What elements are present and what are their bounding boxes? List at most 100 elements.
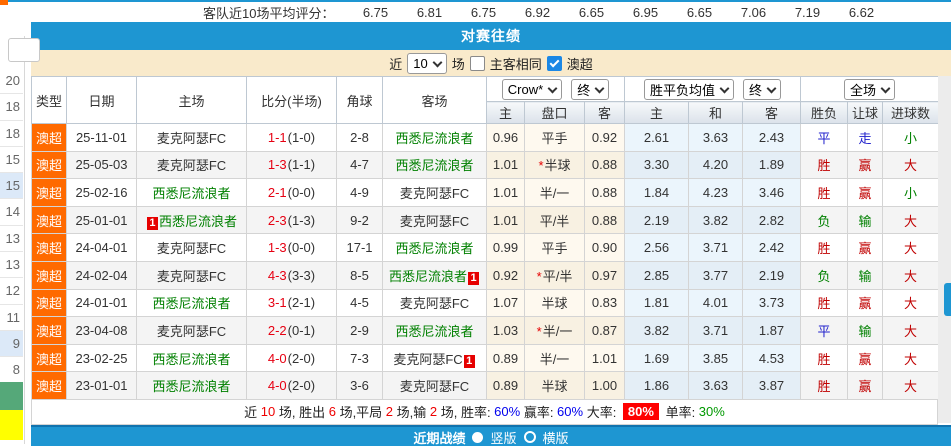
sidebar-number: 13	[0, 225, 23, 253]
sidebar-number: 18	[0, 94, 23, 121]
chevron-down-icon	[880, 83, 891, 93]
away-team-link[interactable]: 麦克阿瑟FC	[399, 379, 470, 395]
handicap-result-cell: 输	[847, 260, 884, 290]
home-team-link[interactable]: 西悉尼流浪者	[152, 185, 231, 201]
away-team-link[interactable]: 麦克阿瑟FC	[399, 185, 470, 201]
vertical-layout-radio[interactable]	[472, 431, 484, 443]
league-badge: 澳超	[31, 123, 67, 152]
league-badge: 澳超	[31, 316, 67, 345]
home-team-link[interactable]: 麦克阿瑟FC	[156, 268, 227, 284]
league-badge: 澳超	[31, 343, 67, 373]
col-header-euro-away: 客	[741, 101, 802, 124]
euro-away-odds: 1.87	[741, 316, 802, 345]
corner-cell: 3-6	[336, 371, 383, 400]
away-team-link[interactable]: 西悉尼流浪者	[395, 241, 474, 257]
home-team-cell: 1 西悉尼流浪者	[136, 205, 247, 235]
home-team-link[interactable]: 麦克阿瑟FC	[156, 130, 227, 146]
halftime-score: (0-0)	[287, 184, 316, 200]
halftime-score: (0-1)	[287, 322, 316, 338]
asia-away-odds: 0.88	[584, 205, 625, 235]
result-cell: 平	[800, 123, 849, 152]
summary-segment: 80%	[622, 403, 659, 421]
sidebar-green-block	[0, 382, 23, 410]
corner-cell: 2-9	[336, 316, 383, 345]
goals-cell: 大	[882, 150, 940, 180]
sidebar-yellow-block	[0, 410, 23, 440]
chevron-down-icon	[547, 83, 558, 93]
home-team-link[interactable]: 麦克阿瑟FC	[156, 323, 227, 339]
away-team-link[interactable]: 西悉尼流浪者	[395, 130, 474, 146]
away-team-link[interactable]: 麦克阿瑟FC	[399, 296, 470, 312]
euro-final-select[interactable]: 终	[743, 78, 782, 100]
home-team-cell: 西悉尼流浪者	[136, 178, 247, 207]
match-count-select[interactable]: 10	[407, 52, 447, 74]
table-row: 澳超 24-02-04 麦克阿瑟FC 4-3(3-3) 8-5 西悉尼流浪者 1 …	[31, 260, 940, 290]
away-redcard-icon: 1	[463, 354, 475, 368]
home-team-link[interactable]: 西悉尼流浪者	[152, 379, 231, 395]
league-badge: 澳超	[31, 371, 67, 400]
avg-rating-value: 6.75	[470, 4, 497, 20]
table-row: 澳超 25-11-01 麦克阿瑟FC 1-1(1-0) 2-8 西悉尼流浪者 0…	[31, 123, 940, 152]
euro-home-odds: 3.82	[624, 316, 689, 345]
asia-home-odds: 1.01	[486, 150, 525, 180]
scrollbar-thumb[interactable]	[944, 283, 951, 316]
handicap-result-cell: 赢	[847, 178, 884, 207]
sidebar-number: 11	[0, 304, 23, 331]
handicap-star-icon: *	[538, 158, 544, 174]
handicap-result-cell: 赢	[847, 233, 884, 262]
home-team-link[interactable]: 麦克阿瑟FC	[156, 241, 227, 257]
fulltime-score: 1-3	[267, 157, 287, 173]
away-team-cell: 麦克阿瑟FC 1	[382, 343, 487, 373]
match-date: 24-04-01	[66, 233, 137, 262]
handicap-cell: 半/一	[524, 178, 585, 207]
away-team-link[interactable]: 麦克阿瑟FC	[393, 351, 463, 367]
table-row: 澳超 25-05-03 麦克阿瑟FC 1-3(1-1) 4-7 西悉尼流浪者 1…	[31, 150, 940, 180]
league-badge: 澳超	[31, 260, 67, 290]
euro-draw-odds: 3.85	[688, 343, 743, 373]
league-badge: 澳超	[31, 288, 67, 318]
horizontal-layout-radio[interactable]	[523, 431, 536, 444]
euro-odds-select[interactable]: 胜平负均值	[644, 78, 735, 100]
away-team-cell: 麦克阿瑟FC	[382, 288, 487, 318]
same-venue-checkbox[interactable]	[469, 55, 485, 71]
euro-away-odds: 4.53	[741, 343, 802, 373]
score-cell: 4-0(2-0)	[246, 371, 337, 400]
fulltime-score: 1-3	[267, 240, 287, 256]
euro-away-odds: 3.73	[741, 288, 802, 318]
sidebar-number: 15	[0, 173, 23, 200]
league-filter-checkbox[interactable]	[546, 55, 562, 71]
asia-final-select[interactable]: 终	[571, 78, 610, 100]
result-cell: 负	[800, 260, 849, 290]
full-match-select[interactable]: 全场	[844, 78, 896, 100]
away-team-link[interactable]: 麦克阿瑟FC	[399, 213, 470, 229]
euro-home-odds: 1.84	[624, 178, 689, 207]
home-team-link[interactable]: 麦克阿瑟FC	[156, 158, 227, 174]
euro-away-odds: 2.42	[741, 233, 802, 262]
asia-home-odds: 0.96	[486, 123, 525, 152]
vertical-layout-label: 竖版	[490, 430, 517, 446]
away-team-link[interactable]: 西悉尼流浪者	[395, 323, 474, 339]
odds-company-select[interactable]: Crow*	[501, 78, 563, 100]
corner-cell: 9-2	[336, 205, 383, 235]
corner-cell: 4-7	[336, 150, 383, 180]
away-team-link[interactable]: 西悉尼流浪者	[388, 268, 467, 284]
goals-cell: 小	[882, 178, 940, 207]
league-badge: 澳超	[31, 205, 67, 235]
home-team-link[interactable]: 西悉尼流浪者	[152, 296, 231, 312]
table-row: 澳超 25-02-16 西悉尼流浪者 2-1(0-0) 4-9 麦克阿瑟FC 1…	[31, 178, 940, 207]
euro-away-odds: 3.87	[741, 371, 802, 400]
away-team-link[interactable]: 西悉尼流浪者	[395, 158, 474, 174]
home-team-link[interactable]: 西悉尼流浪者	[152, 351, 231, 367]
goals-cell: 小	[882, 123, 940, 152]
match-date: 23-01-01	[66, 371, 137, 400]
goals-cell: 大	[882, 343, 940, 373]
euro-draw-odds: 3.77	[688, 260, 743, 290]
match-date: 25-01-01	[66, 205, 137, 235]
handicap-cell: 半/一	[524, 343, 585, 373]
home-team-link[interactable]: 西悉尼流浪者	[158, 213, 237, 229]
chevron-down-icon	[719, 83, 730, 93]
avg-rating-value: 6.75	[362, 4, 389, 20]
main-panel: 客队近10场平均评分： 6.75 6.81 6.75 6.92 6.65 6.95 6.65…	[31, 2, 951, 446]
sidebar-number: 12	[0, 278, 23, 305]
corner-cell: 4-5	[336, 288, 383, 318]
